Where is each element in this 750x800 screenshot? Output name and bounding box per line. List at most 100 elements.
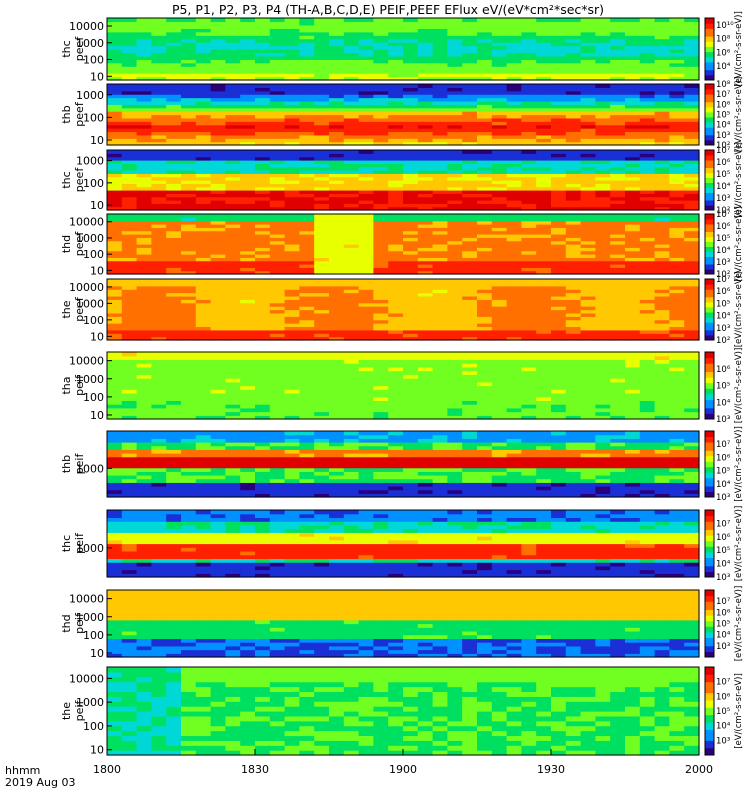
heatmap-cell bbox=[225, 234, 241, 238]
heatmap-cell bbox=[255, 160, 271, 164]
heatmap-cell bbox=[195, 42, 212, 47]
heatmap-cell bbox=[639, 230, 656, 235]
heatmap-cell bbox=[299, 24, 315, 29]
heatmap-cell bbox=[536, 150, 552, 154]
heatmap-cell bbox=[491, 370, 508, 375]
heatmap-cell bbox=[314, 415, 330, 420]
heatmap-cell bbox=[417, 224, 434, 228]
heatmap-cell bbox=[269, 114, 286, 119]
heatmap-cell bbox=[373, 389, 389, 394]
heatmap-cell bbox=[284, 464, 300, 469]
heatmap-cell bbox=[462, 415, 478, 420]
heatmap-cell bbox=[329, 52, 345, 57]
heatmap-cell bbox=[432, 117, 448, 122]
heatmap-cell bbox=[610, 160, 626, 164]
heatmap-cell bbox=[269, 486, 286, 491]
heatmap-cell bbox=[343, 285, 360, 290]
heatmap-cell bbox=[403, 309, 419, 314]
heatmap-cell bbox=[595, 285, 611, 290]
heatmap-cell bbox=[255, 471, 271, 476]
heatmap-cell bbox=[329, 438, 345, 443]
heatmap-cell bbox=[181, 366, 197, 372]
heatmap-cell bbox=[580, 186, 596, 191]
heatmap-cell bbox=[151, 366, 167, 372]
heatmap-cell bbox=[284, 237, 300, 242]
heatmap-cell bbox=[595, 128, 611, 133]
heatmap-cell bbox=[580, 392, 596, 398]
heatmap-cell bbox=[210, 170, 226, 174]
heatmap-cell bbox=[610, 117, 626, 122]
heatmap-cell bbox=[225, 183, 241, 188]
heatmap-cell bbox=[151, 257, 167, 262]
heatmap-cell bbox=[284, 431, 300, 436]
heatmap-cell bbox=[639, 90, 656, 95]
heatmap-cell bbox=[403, 326, 419, 331]
heatmap-cell bbox=[107, 138, 123, 143]
heatmap-cell bbox=[269, 97, 286, 102]
heatmap-cell bbox=[343, 250, 360, 255]
heatmap-cell bbox=[314, 237, 330, 242]
heatmap-cell bbox=[107, 316, 123, 321]
heatmap-cell bbox=[136, 224, 152, 228]
heatmap-cell bbox=[551, 396, 567, 401]
heatmap-cell bbox=[580, 124, 596, 129]
heatmap-cell bbox=[181, 257, 197, 262]
heatmap-cell bbox=[255, 445, 271, 450]
colorbar-segment bbox=[705, 165, 714, 168]
heatmap-cell bbox=[373, 326, 389, 331]
heatmap-cell bbox=[403, 467, 419, 472]
heatmap-cell bbox=[388, 66, 404, 71]
heatmap-cell bbox=[210, 160, 226, 164]
heatmap-cell bbox=[447, 69, 463, 74]
heatmap-cell bbox=[225, 250, 241, 255]
heatmap-cell bbox=[107, 407, 123, 413]
heatmap-cell bbox=[388, 460, 404, 465]
heatmap-cell bbox=[669, 97, 685, 102]
heatmap-cell bbox=[210, 117, 226, 122]
heatmap-cell bbox=[447, 381, 463, 387]
heatmap-cell bbox=[580, 250, 596, 255]
heatmap-cell bbox=[595, 166, 611, 171]
heatmap-cell bbox=[595, 370, 611, 375]
heatmap-cell bbox=[284, 456, 300, 461]
heatmap-cell bbox=[610, 163, 626, 168]
heatmap-cell bbox=[639, 66, 656, 71]
heatmap-cell bbox=[107, 42, 123, 47]
heatmap-cell bbox=[477, 186, 493, 191]
heatmap-cell bbox=[314, 141, 330, 146]
heatmap-cell bbox=[373, 493, 389, 498]
heatmap-cell bbox=[388, 128, 404, 133]
heatmap-cell bbox=[181, 264, 197, 268]
colorbar-segment bbox=[705, 229, 714, 232]
heatmap-cell bbox=[639, 203, 656, 208]
heatmap-cell bbox=[107, 378, 123, 383]
heatmap-cell bbox=[417, 42, 434, 47]
heatmap-cell bbox=[299, 374, 315, 379]
heatmap-cell bbox=[610, 128, 626, 133]
heatmap-cell bbox=[521, 42, 537, 47]
heatmap-cell bbox=[181, 107, 197, 112]
heatmap-cell bbox=[403, 124, 419, 129]
heatmap-cell bbox=[373, 87, 389, 92]
heatmap-cell bbox=[181, 150, 197, 154]
heatmap-cell bbox=[136, 180, 152, 184]
heatmap-cell bbox=[240, 404, 256, 409]
heatmap-cell bbox=[121, 134, 138, 139]
heatmap-cell bbox=[610, 264, 626, 268]
heatmap-cell bbox=[181, 35, 197, 40]
heatmap-cell bbox=[491, 206, 508, 211]
heatmap-cell bbox=[269, 45, 286, 50]
heatmap-cell bbox=[343, 316, 360, 321]
heatmap-cell bbox=[506, 160, 522, 164]
heatmap-cell bbox=[521, 100, 537, 105]
heatmap-cell bbox=[669, 400, 685, 405]
heatmap-cell bbox=[299, 100, 315, 105]
heatmap-cell bbox=[373, 21, 389, 26]
heatmap-cell bbox=[625, 374, 641, 379]
heatmap-cell bbox=[506, 128, 522, 133]
heatmap-cell bbox=[314, 247, 330, 252]
heatmap-cell bbox=[269, 407, 286, 413]
heatmap-cell bbox=[506, 378, 522, 383]
heatmap-cell bbox=[447, 302, 463, 307]
heatmap-cell bbox=[166, 42, 182, 47]
